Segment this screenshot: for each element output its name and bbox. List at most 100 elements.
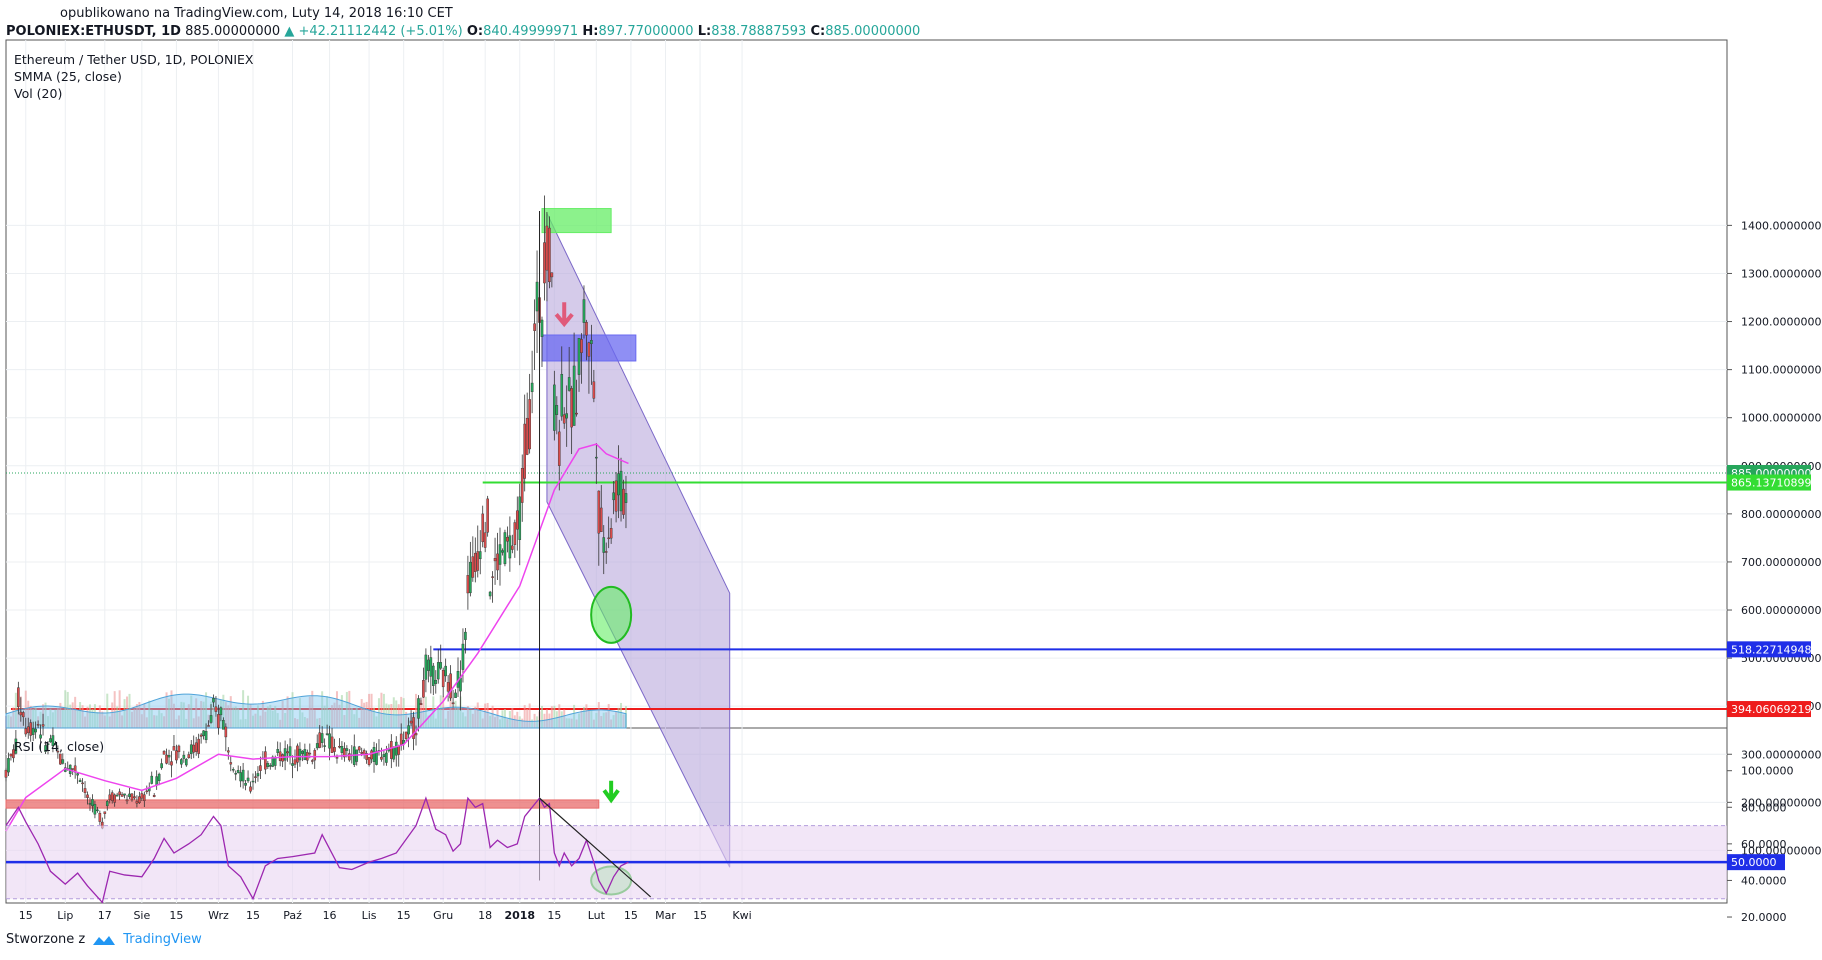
volume-bar (185, 718, 188, 728)
rsi-trendline (539, 797, 652, 898)
candle-body (140, 793, 144, 799)
candle-body (385, 752, 388, 763)
volume-bar (466, 706, 469, 728)
volume-bar (150, 709, 153, 728)
volume-bar (96, 712, 99, 728)
candle-body (167, 755, 171, 758)
symbol-header: POLONIEX:ETHUSDT, 1D 885.00000000 ▲ +42.… (6, 24, 920, 39)
volume-bar (254, 713, 257, 728)
candle-body (293, 759, 297, 765)
volume-bar (106, 693, 109, 728)
time-tick-label: 15 (169, 909, 183, 922)
volume-bar (397, 704, 400, 728)
volume-bar (261, 700, 264, 728)
candle-body (419, 703, 423, 705)
volume-bar (592, 719, 595, 728)
candle-body (113, 794, 116, 803)
candle-body (165, 754, 168, 764)
volume-bar (242, 690, 245, 728)
price-pane-frame (5, 39, 1728, 729)
volume-bar (578, 713, 581, 728)
volume-bar (170, 690, 173, 728)
candle-body (533, 323, 536, 331)
candle-body (199, 734, 203, 737)
candle-body (229, 762, 233, 765)
candle-body (436, 662, 440, 680)
candle-body (36, 724, 40, 726)
candle-body (474, 552, 477, 572)
volume-bar (269, 704, 272, 728)
candle-body (528, 399, 531, 450)
candle-body (557, 431, 561, 466)
volume-bar (375, 716, 378, 728)
candle-body (464, 631, 467, 640)
volume-bar (582, 707, 585, 728)
footer-brand[interactable]: TradingView (123, 932, 202, 947)
volume-bar (526, 708, 529, 728)
candle-body (399, 733, 403, 745)
time-tick-label: 15 (693, 909, 707, 922)
candle-body (567, 377, 571, 391)
candle-body (446, 682, 450, 692)
candle-body (320, 733, 324, 743)
candle-body (424, 654, 428, 680)
candle-body (254, 776, 257, 778)
volume-bar (195, 698, 198, 728)
volume-bar (276, 713, 279, 728)
volume-bar (449, 697, 452, 728)
volume-bar (214, 716, 217, 728)
volume-bar (163, 716, 166, 728)
candle-body (599, 507, 603, 532)
candle-body (241, 769, 245, 782)
time-tick-label: 15 (19, 909, 33, 922)
volume-bar (464, 716, 467, 728)
volume-bar (143, 703, 146, 728)
volume-bar (373, 707, 376, 728)
volume-bar (224, 702, 227, 728)
volume-bar (200, 701, 203, 728)
candle-body (471, 556, 475, 578)
volume-bar (237, 708, 240, 728)
candle-body (506, 537, 509, 542)
volume-bar (86, 706, 89, 728)
volume-bar (528, 703, 531, 728)
volume-bar (338, 704, 341, 728)
volume-bar (113, 691, 116, 728)
candle-body (511, 545, 514, 550)
candle-body (575, 412, 578, 415)
volume-bar (548, 713, 551, 728)
price-tick-label: 600.00000000 (1741, 604, 1821, 617)
candle-body (273, 758, 277, 766)
price-chart[interactable]: 1400.00000000 1300.00000000 1200.00000000 1… (0, 0, 1822, 930)
candle-body (335, 757, 339, 759)
volume-bar (560, 711, 563, 728)
candle-body (266, 763, 270, 767)
price-label-box (1727, 701, 1811, 718)
volume-bar (461, 712, 464, 728)
candle-body (202, 730, 205, 737)
volume-bar (617, 707, 620, 728)
last-price: 885.00000000 (185, 24, 281, 39)
candle-body (370, 750, 373, 760)
price-bottom-highlight (590, 585, 633, 644)
volume-bar (116, 706, 119, 728)
volume-bar (172, 703, 175, 728)
candle-body (488, 591, 492, 597)
volume-bar (32, 709, 35, 728)
volume-bar (64, 690, 67, 728)
volume-bar (29, 705, 32, 728)
candle-body (301, 750, 304, 754)
candle-body (530, 382, 534, 393)
time-tick-label: 15 (246, 909, 260, 922)
volume-bar (457, 708, 460, 728)
candle-body (91, 799, 94, 806)
volume-bar (501, 710, 504, 728)
candle-body (432, 665, 435, 686)
candle-body (59, 753, 62, 765)
volume-bar (343, 715, 346, 728)
volume-bar (281, 701, 284, 728)
volume-bar (573, 704, 576, 728)
candle-body (21, 712, 25, 718)
volume-bar (160, 713, 163, 728)
candle-body (4, 769, 8, 778)
